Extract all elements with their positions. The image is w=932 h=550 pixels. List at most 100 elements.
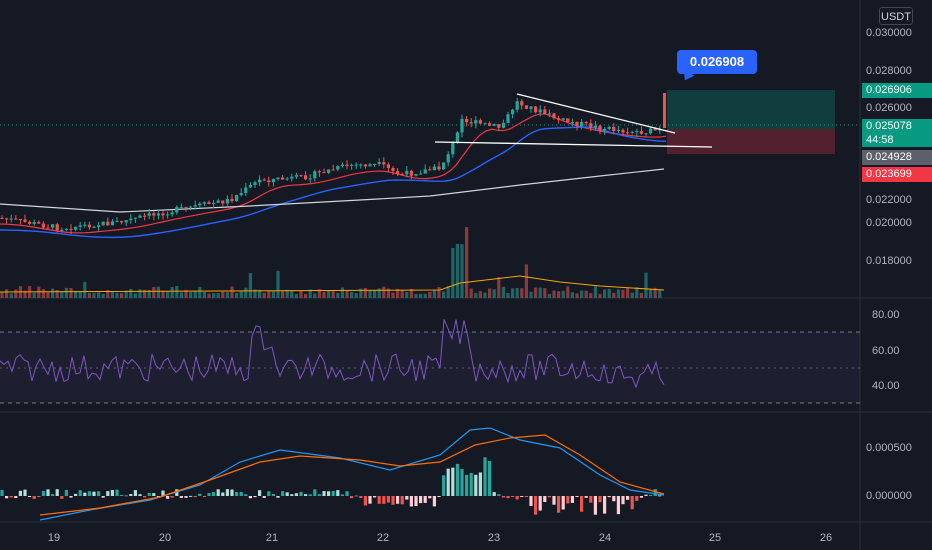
volume-bar [543, 288, 547, 298]
volume-bar [92, 292, 96, 298]
macd-histogram-bar [156, 496, 160, 497]
candle-body [368, 164, 372, 167]
volume-bar [166, 290, 170, 298]
volume-bar [74, 291, 78, 298]
currency-selector[interactable]: USDT [879, 7, 913, 25]
volume-bar [267, 290, 271, 298]
candle-body [83, 224, 87, 226]
candle-body [557, 118, 561, 120]
macd-histogram-bar [488, 461, 492, 496]
rsi-tick: 40.00 [872, 380, 900, 392]
candle-body [391, 168, 395, 171]
volume-bar [143, 289, 147, 298]
stop-loss-zone[interactable] [667, 129, 835, 154]
volume-bar [437, 286, 441, 298]
macd-histogram-bar [308, 494, 312, 496]
volume-bar [409, 288, 413, 298]
macd-histogram-bar [290, 494, 294, 496]
candle-body [322, 172, 326, 174]
candle-body [400, 174, 404, 176]
macd-histogram-bar [570, 496, 574, 503]
macd-histogram-bar [331, 491, 335, 496]
candle-body [212, 202, 216, 204]
macd-histogram-bar [432, 496, 436, 507]
candle-body [55, 224, 59, 231]
macd-histogram-bar [547, 496, 551, 498]
volume-bar [639, 293, 643, 298]
candle-body [262, 179, 266, 181]
macd-histogram-bar [501, 496, 505, 498]
macd-histogram-bar [143, 496, 147, 498]
macd-tick: 0.000000 [866, 490, 912, 502]
volume-bar [432, 289, 436, 298]
macd-histogram-bar [557, 496, 561, 513]
candle-body [327, 169, 331, 173]
candle-body [281, 177, 285, 180]
candle-body [156, 213, 160, 216]
macd-histogram-bar [612, 496, 616, 502]
macd-histogram-bar [529, 496, 533, 506]
volume-bar [23, 290, 27, 298]
volume-bar [336, 293, 340, 298]
volume-bar [106, 290, 110, 298]
volume-bar [285, 289, 289, 298]
candle-body [506, 114, 510, 123]
macd-histogram-bar [285, 492, 289, 496]
volume-bar [258, 289, 262, 298]
candle-body [170, 212, 174, 215]
macd-histogram-bar [235, 491, 239, 496]
volume-bar [382, 286, 386, 298]
last-price-value: 0.025078 [866, 120, 912, 132]
macd-histogram-bar [221, 492, 225, 496]
macd-histogram-bar [391, 496, 395, 505]
macd-histogram-bar [120, 494, 124, 496]
candle-body [179, 206, 183, 208]
macd-histogram-bar [511, 496, 515, 497]
volume-bar [635, 287, 639, 298]
macd-histogram-bar [538, 496, 542, 511]
candle-body [235, 195, 239, 201]
macd-histogram-bar [262, 496, 266, 498]
price-callout[interactable]: 0.026908 [677, 50, 757, 74]
candle-body [580, 122, 584, 127]
volume-bar [419, 293, 423, 298]
candle-body [129, 218, 133, 221]
candle-body [74, 226, 78, 230]
triangle-lower-line[interactable] [434, 141, 713, 148]
volume-bar [97, 292, 101, 298]
candle-body [437, 166, 441, 170]
candle-body [225, 198, 229, 204]
macd-histogram-bar [506, 496, 510, 499]
volume-bar [644, 272, 648, 298]
candle-body [313, 171, 317, 179]
take-profit-zone[interactable] [667, 90, 835, 129]
triangle-upper-line[interactable] [516, 93, 676, 134]
volume-bar [294, 293, 298, 298]
volume-bar [78, 291, 82, 298]
macd-histogram-bar [409, 496, 413, 507]
macd-histogram-bar [207, 493, 211, 496]
candle-body [501, 122, 505, 128]
macd-histogram-bar [258, 490, 262, 496]
candle-body [621, 129, 625, 133]
macd-histogram-bar [359, 496, 363, 499]
macd-histogram-bar [92, 491, 96, 496]
last-price-label: 0.025078 44:58 [862, 119, 932, 147]
ma-slow [0, 168, 665, 213]
volume-bar [400, 289, 404, 298]
candle-body [267, 180, 271, 183]
candle-body [336, 166, 340, 170]
price-tick: 0.022000 [866, 194, 912, 206]
volume-bar [538, 287, 542, 298]
candle-body [230, 198, 234, 201]
macd-histogram-bar [23, 489, 27, 496]
candle-body [175, 207, 179, 213]
macd-histogram-bar [83, 492, 87, 496]
volume-bar [317, 289, 321, 298]
time-tick: 23 [488, 532, 500, 544]
candle-body [64, 228, 68, 230]
candle-body [41, 223, 45, 228]
volume-bar [322, 292, 326, 298]
volume-bar [235, 292, 239, 298]
